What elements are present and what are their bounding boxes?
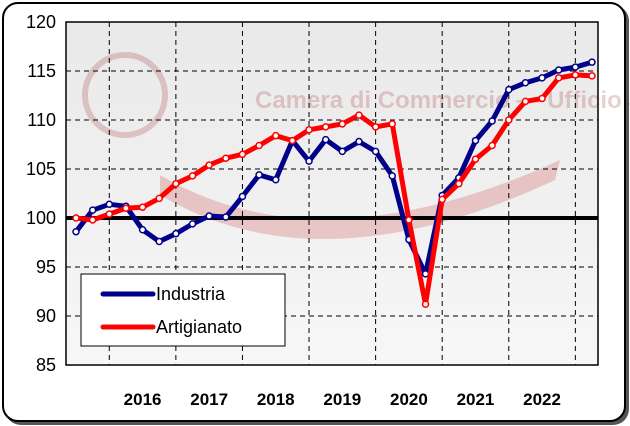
- y-tick-label: 100: [26, 208, 56, 228]
- legend-box: [80, 273, 286, 347]
- data-point-industria: [138, 226, 147, 234]
- data-point-industria: [505, 85, 513, 94]
- x-tick-label: 2020: [390, 390, 428, 409]
- data-point-industria: [371, 147, 380, 156]
- x-tick-label: 2017: [190, 390, 228, 409]
- y-tick-label: 120: [26, 12, 56, 32]
- data-point-artigianato: [172, 179, 180, 188]
- data-point-industria: [271, 176, 280, 184]
- data-point-artigianato: [222, 154, 230, 162]
- watermark-text: Camera di Commercio — Ufficio Statistica…: [255, 87, 630, 114]
- data-point-industria: [571, 63, 580, 71]
- series-group: [72, 58, 596, 308]
- data-point-artigianato: [238, 150, 247, 159]
- x-axis: 2016 2017 2018 2019 2020 2021 2022: [124, 390, 561, 409]
- data-point-artigianato: [554, 74, 563, 82]
- x-tick-label: 2021: [457, 390, 495, 409]
- data-point-artigianato: [488, 141, 496, 150]
- data-point-industria: [205, 212, 213, 220]
- x-tick-label: 2022: [523, 390, 561, 409]
- series-artigianato: [72, 71, 596, 308]
- y-tick-label: 85: [36, 355, 56, 375]
- data-point-artigianato: [72, 214, 80, 222]
- data-point-industria: [155, 237, 163, 246]
- data-point-industria: [321, 135, 330, 144]
- y-tick-label: 110: [27, 110, 56, 130]
- y-tick-label: 115: [27, 61, 56, 81]
- data-point-artigianato: [521, 97, 530, 106]
- data-point-artigianato: [571, 71, 580, 79]
- data-point-industria: [554, 66, 563, 74]
- data-point-industria: [222, 213, 230, 221]
- data-point-artigianato: [538, 94, 546, 103]
- data-point-artigianato: [305, 126, 313, 134]
- x-tick-label: 2019: [323, 390, 361, 409]
- data-point-industria: [188, 220, 197, 228]
- data-point-industria: [588, 58, 596, 66]
- data-point-industria: [538, 74, 546, 82]
- data-point-artigianato: [371, 123, 380, 131]
- y-tick-label: 95: [36, 257, 56, 277]
- x-tick-label: 2016: [124, 390, 162, 409]
- y-tick-label: 90: [36, 306, 56, 326]
- legend-label-artigianato: Artigianato: [156, 317, 242, 337]
- data-point-artigianato: [138, 203, 147, 211]
- legend-label-industria: Industria: [156, 284, 226, 304]
- series-industria: [72, 58, 596, 278]
- data-point-artigianato: [321, 123, 330, 131]
- data-point-artigianato: [155, 194, 163, 203]
- x-tick-label: 2018: [257, 390, 295, 409]
- y-axis: 85 90 95 100 105 110 115 120: [26, 12, 56, 375]
- data-point-industria: [172, 229, 180, 238]
- data-point-industria: [72, 227, 80, 236]
- data-point-industria: [388, 172, 397, 180]
- data-point-artigianato: [338, 120, 347, 128]
- legend: Industria Artigianato: [80, 273, 286, 347]
- data-point-artigianato: [271, 131, 280, 140]
- data-point-artigianato: [355, 111, 363, 119]
- data-point-industria: [255, 171, 263, 179]
- data-point-artigianato: [288, 136, 297, 145]
- data-point-artigianato: [388, 120, 397, 128]
- data-point-industria: [355, 137, 363, 146]
- data-point-industria: [105, 200, 114, 209]
- data-point-artigianato: [105, 210, 114, 218]
- data-point-industria: [488, 117, 496, 125]
- y-tick-label: 105: [26, 159, 56, 179]
- data-point-industria: [238, 192, 247, 201]
- data-point-artigianato: [505, 116, 513, 124]
- data-point-artigianato: [122, 204, 130, 212]
- data-point-artigianato: [471, 155, 480, 163]
- data-point-artigianato: [188, 172, 197, 180]
- data-point-artigianato: [205, 161, 213, 169]
- grid-lines: [66, 22, 598, 365]
- data-point-industria: [521, 79, 530, 87]
- data-point-artigianato: [438, 195, 446, 204]
- data-point-industria: [471, 136, 480, 145]
- data-point-artigianato: [405, 216, 413, 224]
- data-point-artigianato: [421, 300, 430, 308]
- data-point-artigianato: [588, 72, 596, 80]
- data-point-industria: [338, 147, 347, 156]
- data-point-artigianato: [455, 179, 463, 188]
- data-point-industria: [305, 157, 313, 165]
- data-point-artigianato: [255, 141, 263, 150]
- data-point-artigianato: [88, 216, 97, 224]
- data-point-industria: [88, 206, 97, 214]
